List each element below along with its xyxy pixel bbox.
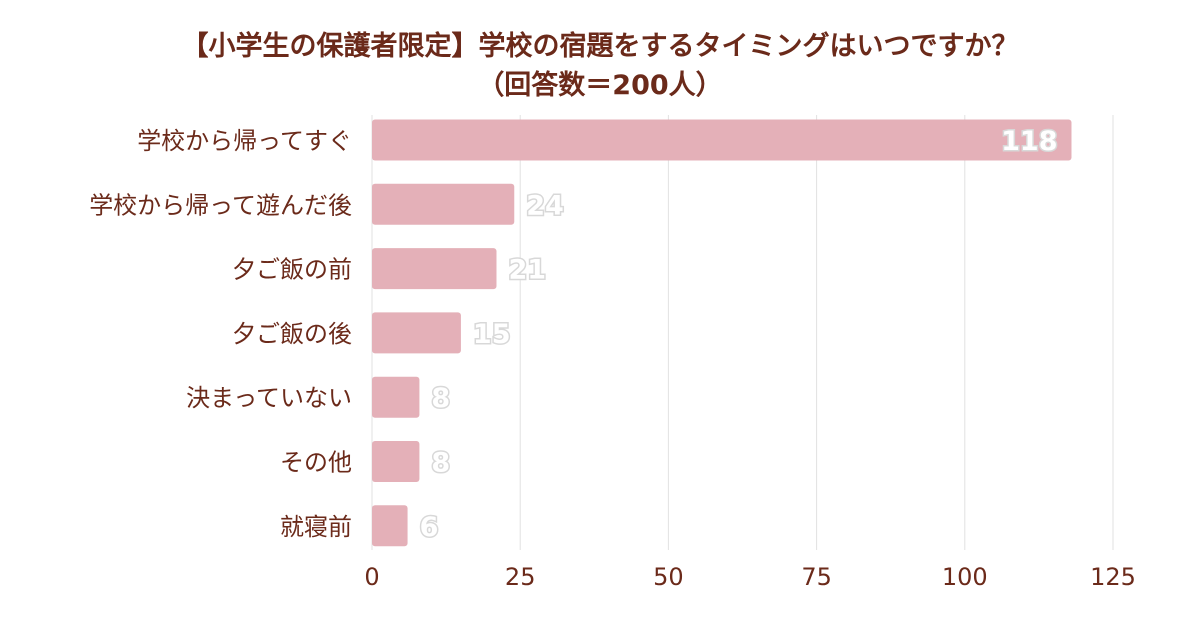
x-tick-label: 125 — [1090, 563, 1136, 591]
bar — [372, 441, 420, 482]
bar — [372, 312, 461, 354]
bar — [372, 376, 420, 418]
data-label: 24 — [526, 190, 564, 221]
data-label: 15 — [473, 319, 511, 350]
data-label: 8 — [431, 383, 450, 414]
x-tick-label: 0 — [364, 563, 379, 591]
x-tick-label: 50 — [653, 563, 684, 591]
bar-layer — [372, 119, 1072, 547]
data-label: 21 — [508, 255, 546, 286]
bar — [372, 248, 497, 290]
label-layer: 0 25 50 75 100 125 学校から帰ってすぐ 118 学校から帰って遊んだ後 24 夕ご… — [89, 125, 1136, 592]
category-label: 就寝前 — [280, 513, 352, 541]
x-tick-label: 100 — [942, 563, 988, 591]
category-label: 学校から帰ってすぐ — [137, 127, 352, 155]
chart-title-line-1: 【小学生の保護者限定】学校の宿題をするタイミングはいつですか？ — [181, 31, 1019, 62]
category-label: 夕ご飯の後 — [232, 320, 352, 348]
x-tick-label: 75 — [801, 563, 832, 591]
x-tick-label: 25 — [505, 563, 536, 591]
bar — [372, 505, 408, 547]
data-label: 6 — [420, 512, 439, 543]
chart-title-line-2: （回答数＝200人） — [477, 70, 723, 101]
bar — [372, 119, 1072, 161]
category-label: 決まっていない — [186, 384, 352, 412]
bar — [372, 183, 515, 225]
category-label: 夕ご飯の前 — [232, 256, 352, 284]
data-label: 118 — [1001, 126, 1057, 157]
category-label: その他 — [280, 449, 352, 477]
category-label: 学校から帰って遊んだ後 — [89, 191, 352, 219]
data-label: 8 — [431, 448, 450, 479]
